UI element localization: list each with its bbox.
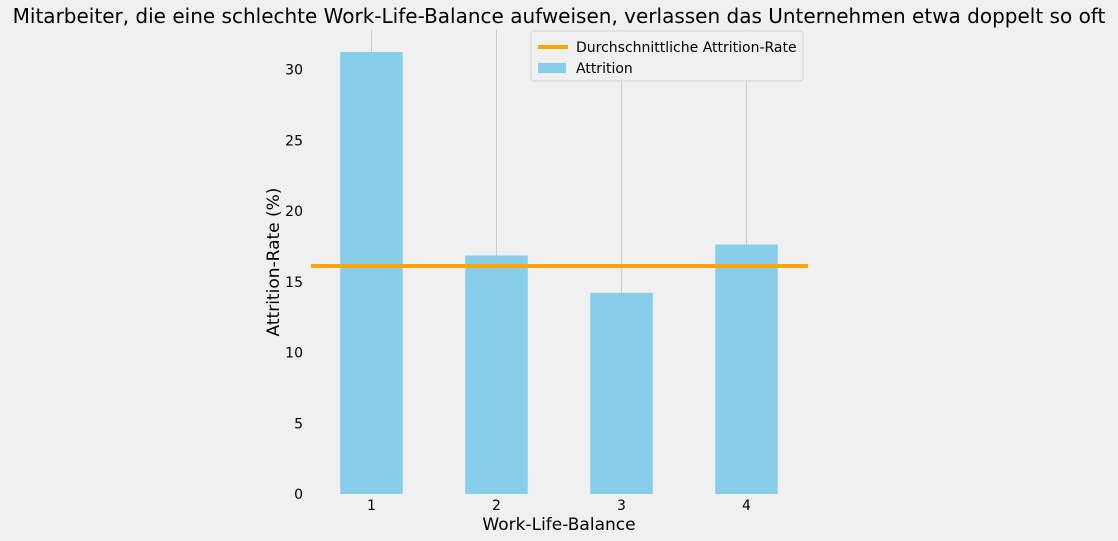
y-axis-label: Attrition-Rate (%) [264, 188, 284, 337]
y-tick-label: 25 [285, 133, 303, 149]
bar [465, 255, 528, 494]
bar [715, 244, 778, 494]
y-tick-label: 10 [285, 346, 303, 362]
chart-title: Mitarbeiter, die eine schlechte Work-Lif… [13, 4, 1106, 28]
legend-average-line-label: Durchschnittliche Attrition-Rate [576, 40, 797, 56]
y-tick-label: 5 [294, 416, 303, 432]
legend: Durchschnittliche Attrition-Rate Attriti… [530, 30, 804, 82]
legend-attrition-label: Attrition [576, 61, 633, 77]
bars [340, 51, 778, 495]
x-tick-label: 1 [367, 498, 376, 514]
grid-lines [371, 30, 747, 494]
x-tick-labels: 1 2 3 4 [367, 498, 751, 514]
bar [590, 292, 653, 494]
x-tick-label: 4 [742, 498, 751, 514]
y-tick-label: 0 [294, 487, 303, 503]
x-tick-label: 3 [617, 498, 626, 514]
x-axis-label: Work-Life-Balance [482, 515, 635, 535]
y-tick-label: 15 [285, 275, 303, 291]
y-tick-label: 30 [285, 63, 303, 79]
bar [340, 51, 403, 495]
y-tick-label: 20 [285, 204, 303, 220]
y-tick-labels: 0 5 10 15 20 25 30 [285, 63, 303, 503]
legend-attrition-swatch [538, 63, 566, 73]
legend-box [530, 30, 804, 82]
x-tick-label: 2 [492, 498, 501, 514]
